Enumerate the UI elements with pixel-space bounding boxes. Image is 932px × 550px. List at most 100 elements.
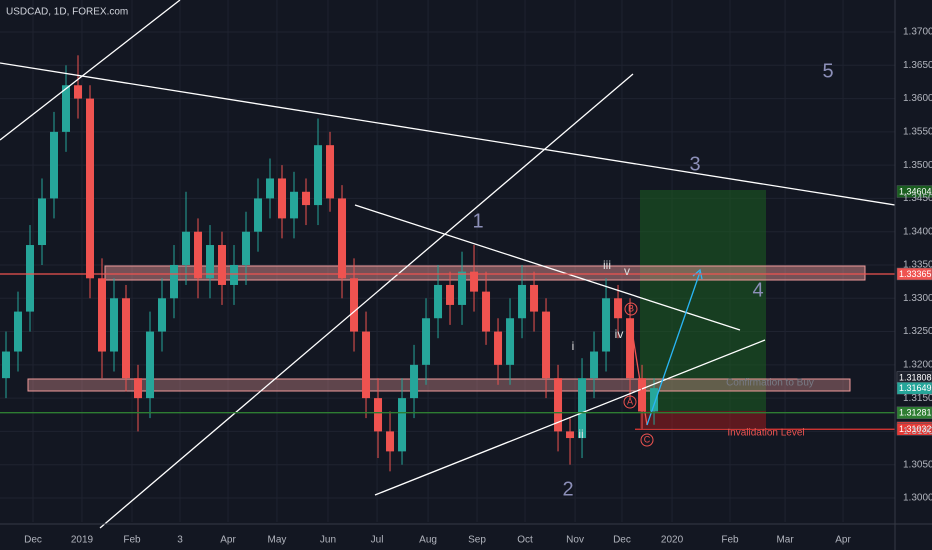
note: Confirmation to Buy: [726, 378, 814, 389]
wave-label: 3: [689, 153, 700, 175]
candle-body: [626, 318, 635, 379]
candle-body: [38, 198, 47, 246]
candle-body: [14, 311, 23, 352]
y-tick-label: 1.36000: [903, 93, 932, 104]
candle-body: [434, 284, 443, 319]
candle-body: [350, 278, 359, 332]
candle-body: [482, 291, 491, 332]
wave-circle: [623, 395, 637, 409]
y-tick-label: 1.33500: [903, 260, 932, 271]
note: Invalidation Level: [727, 428, 804, 439]
x-tick-label: Feb: [123, 535, 141, 546]
candle-body: [230, 264, 239, 285]
candle-body: [530, 284, 539, 312]
candle-body: [542, 311, 551, 379]
candle-body: [602, 298, 611, 352]
candle-body: [422, 318, 431, 365]
candle-body: [146, 331, 155, 399]
candle-body: [386, 431, 395, 452]
x-tick-label: Nov: [566, 535, 584, 546]
candle-body: [254, 198, 263, 232]
y-tick-label: 1.30000: [903, 493, 932, 504]
trendline: [0, 0, 181, 141]
price-tag-label: 1.31032: [899, 424, 932, 434]
y-tick-label: 1.35000: [903, 160, 932, 171]
price-tag: [896, 381, 932, 395]
y-tick-label: 1.37000: [903, 27, 932, 38]
wave-label: 5: [822, 60, 833, 82]
candle-body: [62, 85, 71, 132]
candle-body: [158, 298, 167, 332]
candle-body: [338, 198, 347, 279]
candle-body: [650, 388, 659, 412]
trendlines: [0, 0, 896, 529]
candle-body: [326, 145, 335, 199]
y-tick-label: 1.35500: [903, 127, 932, 138]
price-tag-label: 1.31281: [899, 408, 932, 418]
x-tick-label: Oct: [517, 535, 533, 546]
candle-body: [2, 351, 11, 379]
price-tag-label: 1.34604: [899, 186, 932, 196]
candle-body: [26, 245, 35, 312]
x-tick-label: Sep: [468, 535, 486, 546]
subwave-label: ii: [578, 427, 583, 441]
x-tick-label: 2020: [661, 535, 684, 546]
candle-body: [578, 378, 587, 439]
subwave-label: i: [572, 339, 575, 353]
y-tick-label: 1.31000: [903, 426, 932, 437]
x-tick-label: 2019: [71, 535, 94, 546]
target-zone: [640, 190, 766, 411]
price-tag-label: 1.33365: [899, 269, 932, 279]
candle-body: [314, 145, 323, 206]
candle-body: [614, 298, 623, 319]
x-tick-label: Aug: [419, 535, 437, 546]
candle-body: [74, 85, 83, 99]
candle-body: [362, 331, 371, 399]
y-tick-label: 1.31500: [903, 393, 932, 404]
grid: [0, 0, 895, 522]
candle-body: [86, 98, 95, 279]
x-tick-label: Dec: [24, 535, 42, 546]
y-tick-label: 1.32500: [903, 326, 932, 337]
price-tag-label: 1.31649: [899, 383, 932, 393]
candle-body: [470, 271, 479, 292]
candle-body: [122, 298, 131, 379]
subwave-label: v: [624, 264, 630, 278]
wave-label: 2: [562, 478, 573, 500]
y-tick-label: 1.33000: [903, 293, 932, 304]
candles: [2, 55, 659, 472]
price-tag: [896, 267, 932, 281]
y-tick-label: 1.36500: [903, 60, 932, 71]
wave-label: 1: [472, 210, 483, 232]
trendline: [374, 339, 766, 496]
candle-body: [290, 191, 299, 219]
x-tick-label: Apr: [835, 535, 851, 546]
x-tick-label: Jul: [371, 535, 384, 546]
resistance-zone: [104, 265, 866, 281]
wave-circle: [624, 302, 638, 316]
x-tick-label: May: [268, 535, 287, 546]
subwave-label: A: [627, 396, 633, 406]
x-tick-label: Feb: [721, 535, 739, 546]
candle-body: [554, 378, 563, 432]
chart-title: USDCAD, 1D, FOREX.com: [6, 7, 128, 18]
candle-body: [494, 331, 503, 365]
candle-body: [242, 231, 251, 265]
candle-body: [110, 298, 119, 352]
x-tick-label: Mar: [776, 535, 794, 546]
candle-body: [98, 278, 107, 352]
y-tick-label: 1.30500: [903, 459, 932, 470]
y-tick-label: 1.34000: [903, 226, 932, 237]
x-tick-label: Dec: [613, 535, 631, 546]
candle-body: [446, 284, 455, 305]
price-tag: [896, 406, 932, 419]
candle-body: [398, 398, 407, 452]
candle-body: [206, 245, 215, 279]
candle-body: [590, 351, 599, 379]
subwave-label: C: [644, 434, 651, 444]
subwave-label: B: [628, 303, 634, 313]
candle-body: [218, 245, 227, 285]
candle-body: [50, 131, 59, 199]
x-tick-label: Apr: [220, 535, 236, 546]
candle-body: [194, 231, 203, 279]
